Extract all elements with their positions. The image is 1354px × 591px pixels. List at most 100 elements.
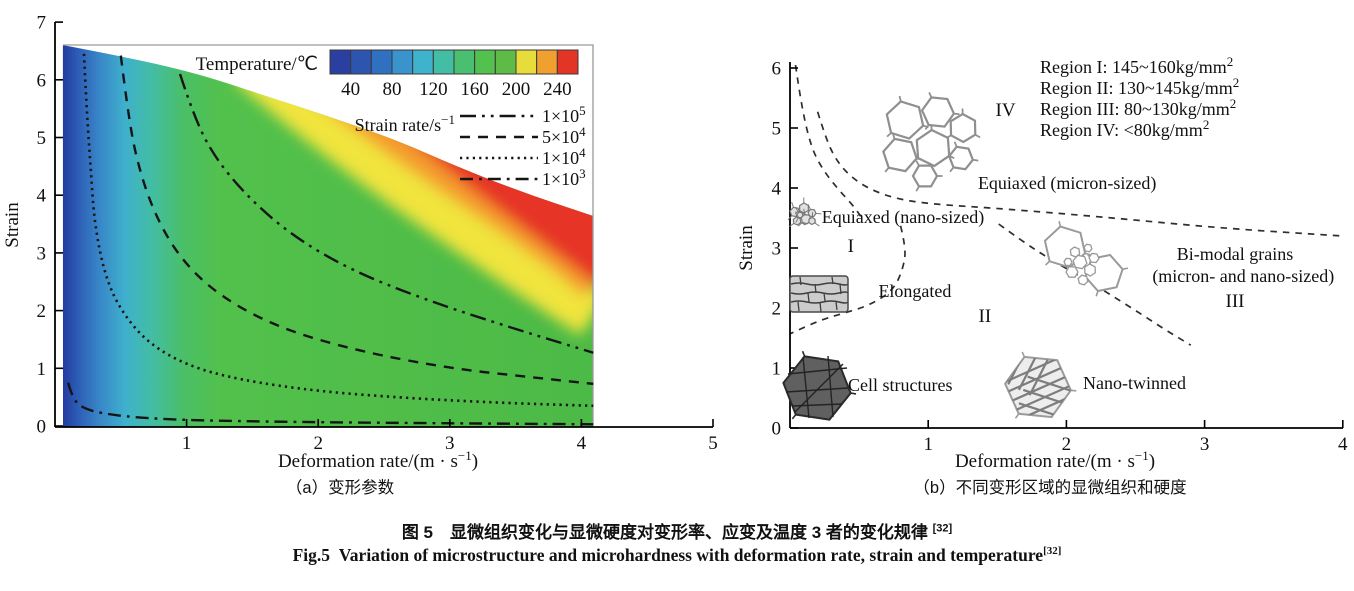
grain-spike [1122,267,1129,271]
boundary-region-IV-boundary [816,111,1343,237]
cell-grid-line [802,356,810,419]
twin-line [1027,375,1071,394]
microstructure-icons [782,92,1129,421]
equiaxed-nano-icon [787,197,822,228]
grain-spike [803,208,806,215]
hardness-region-1: Region I: 145~160kg/mm2 [1040,54,1233,77]
grain-spike [898,95,902,102]
grain-cell [1084,263,1096,277]
region-marker-II: II [979,306,992,327]
contour-line-10000 [82,53,594,408]
grain-cell [920,96,956,128]
colorbar-cell [370,49,393,75]
grain-spike [1045,260,1051,266]
elongated-divider [823,292,826,302]
grain-cell [1077,274,1089,286]
elongated-divider [799,276,802,286]
elongated-divider [814,283,817,294]
twin-line [1017,356,1039,391]
grain-spike [884,167,890,173]
x-tick-label: 1 [923,434,933,455]
x-tick-label: 1 [182,433,192,454]
colorbar-tick-label: 120 [419,79,448,100]
panel-b-x-label: Deformation rate/(m · s−1) [955,448,1155,472]
grain-cell [1069,246,1081,258]
y-tick-label: 0 [37,417,47,438]
grain-spike [791,201,794,208]
grain-cell [911,164,939,188]
bi-modal-icon [1043,220,1129,297]
colorbar-cell [350,49,372,75]
grain-spike [972,158,979,162]
boundary-region-I-pocket-boundary [789,225,906,335]
grain-spike [886,132,892,138]
grain-cell [807,208,817,218]
grain-cell [915,128,951,168]
grain-spike [915,160,920,167]
colorbar-tick-label: 200 [502,79,531,100]
y-tick-label: 7 [37,13,47,34]
twin-line [1005,380,1071,416]
grain-spike [795,207,799,213]
figure-caption-en-label: Fig.5 [292,545,331,565]
hardness-annotations: Region I: 145~160kg/mm2 Region II: 130~1… [1040,54,1239,140]
label-bimodal-2: (micron- and nano-sized) [1152,266,1334,287]
legend-label-1e3: 1×103 [542,166,586,189]
elongated-body [789,275,849,313]
grain-spike [1070,389,1077,392]
elongated-line [790,282,848,286]
panel-b-y-label: Strain [736,225,757,271]
elongated-line [790,291,848,295]
y-tick-label: 1 [37,359,47,380]
colorbar-tick-label: 40 [341,79,360,100]
colorbar-tick-label: 160 [460,79,489,100]
twin-line [1028,359,1049,396]
elongated-divider [807,292,810,303]
hardness-region-2: Region II: 130~145kg/mm2 [1040,75,1239,98]
label-elongated: Elongated [878,281,951,301]
grain-spike [815,212,822,215]
grain-cell [1088,252,1100,264]
y-tick-label: 4 [772,179,782,200]
elongated-divider [835,301,838,311]
field-yellow-band [234,46,594,336]
y-tick-label: 2 [772,299,782,320]
colorbar-cell [515,49,538,75]
y-tick-label: 6 [37,70,47,91]
legend-label-1e4: 1×104 [542,145,586,168]
strain-rate-contours [67,53,594,426]
elongated-divider [819,301,822,313]
grain-spike [814,222,820,227]
label-bimodal-1: Bi-modal grains [1177,244,1293,264]
y-tick-label: 6 [772,59,782,80]
figure-caption-zh-text: 图 5 显微组织变化与显微硬度对变形率、应变及温度 3 者的变化规律 [401,523,933,542]
cell-grid-line [791,403,843,407]
y-tick-label: 0 [772,419,782,440]
contour-line-50000 [119,55,594,386]
grain-spike [789,223,795,228]
grain-spike [850,392,857,395]
x-tick-label: 4 [577,433,587,454]
panel-a-x-label: Deformation rate/(m · s−1) [278,448,478,472]
grain-spike [801,350,806,357]
grain-spike [924,124,930,130]
grain-cell [885,100,925,140]
grain-spike [1058,220,1062,227]
grain-spike [791,414,797,420]
colorbar-tick-labels: 40 80 120 160 200 240 [341,79,571,100]
region-marker-III: III [1226,291,1245,312]
region-marker-IV: IV [996,100,1016,121]
cell-structures-icon [782,350,857,421]
panel-a-subcaption: （a）变形参数 [286,478,395,497]
grain-cell [1063,257,1073,267]
elongated-icon [789,275,849,313]
colorbar-cell [474,49,496,75]
elongated-divider [831,276,834,285]
figure-caption-zh: 图 5 显微组织变化与显微硬度对变形率、应变及温度 3 者的变化规律 [32] [0,518,1354,543]
grain-spike [787,215,793,221]
grain-cell [808,216,816,226]
panel-b-tick-labels: 1 2 3 4 0 1 2 3 4 5 6 [772,59,1349,456]
figure-panels: 1 2 3 4 5 0 1 2 3 4 5 6 7 Strain Deformation rate/(m… [2,13,1349,497]
colorbar-tick-label: 80 [383,79,402,100]
